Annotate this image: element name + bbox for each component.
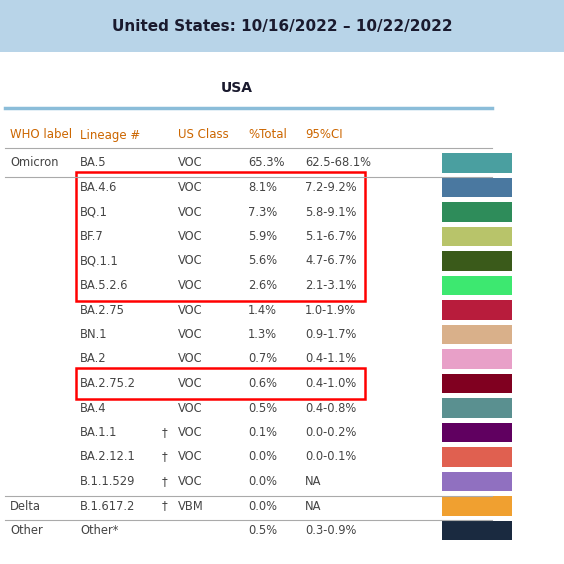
- Text: 65.3%: 65.3%: [248, 156, 284, 170]
- Bar: [442, 496, 512, 516]
- Text: BA.4.6: BA.4.6: [80, 181, 117, 194]
- Text: VOC: VOC: [178, 328, 202, 341]
- Text: 0.7%: 0.7%: [248, 352, 277, 365]
- Text: %Total: %Total: [248, 129, 287, 142]
- Text: VOC: VOC: [178, 156, 202, 170]
- Bar: [442, 447, 512, 467]
- Text: †: †: [162, 426, 168, 439]
- Text: 7.3%: 7.3%: [248, 205, 277, 218]
- Text: WHO label: WHO label: [10, 129, 72, 142]
- Text: VOC: VOC: [178, 377, 202, 390]
- Text: NA: NA: [305, 475, 321, 488]
- Bar: [442, 325, 512, 344]
- Text: VOC: VOC: [178, 205, 202, 218]
- Bar: [442, 227, 512, 246]
- Text: United States: 10/16/2022 – 10/22/2022: United States: 10/16/2022 – 10/22/2022: [112, 19, 452, 33]
- Text: BA.2.12.1: BA.2.12.1: [80, 451, 136, 464]
- Bar: [442, 398, 512, 418]
- Bar: [442, 374, 512, 393]
- Text: 0.5%: 0.5%: [248, 402, 277, 415]
- Text: USA: USA: [221, 81, 253, 95]
- Text: 0.0%: 0.0%: [248, 500, 277, 513]
- Text: BA.5.2.6: BA.5.2.6: [80, 279, 129, 292]
- Text: 0.5%: 0.5%: [248, 524, 277, 537]
- Text: 0.4-1.0%: 0.4-1.0%: [305, 377, 356, 390]
- Text: †: †: [162, 451, 168, 464]
- Bar: [0, 0, 564, 52]
- Text: 0.4-0.8%: 0.4-0.8%: [305, 402, 356, 415]
- Text: VOC: VOC: [178, 181, 202, 194]
- Text: B.1.1.529: B.1.1.529: [80, 475, 135, 488]
- Text: Delta: Delta: [10, 500, 41, 513]
- Bar: [442, 300, 512, 320]
- Text: 0.0%: 0.0%: [248, 475, 277, 488]
- Text: 0.9-1.7%: 0.9-1.7%: [305, 328, 356, 341]
- Text: 0.4-1.1%: 0.4-1.1%: [305, 352, 356, 365]
- Text: 62.5-68.1%: 62.5-68.1%: [305, 156, 371, 170]
- Text: VOC: VOC: [178, 475, 202, 488]
- Text: 0.0-0.2%: 0.0-0.2%: [305, 426, 356, 439]
- Text: VOC: VOC: [178, 352, 202, 365]
- Bar: [442, 349, 512, 369]
- Text: VBM: VBM: [178, 500, 204, 513]
- Text: BA.5: BA.5: [80, 156, 107, 170]
- Bar: [442, 521, 512, 540]
- Text: BA.2.75.2: BA.2.75.2: [80, 377, 136, 390]
- Text: 0.3-0.9%: 0.3-0.9%: [305, 524, 356, 537]
- Text: US Class: US Class: [178, 129, 229, 142]
- Text: 0.1%: 0.1%: [248, 426, 277, 439]
- Text: Lineage #: Lineage #: [80, 129, 140, 142]
- Text: BA.2.75: BA.2.75: [80, 303, 125, 316]
- Text: Other: Other: [10, 524, 43, 537]
- Text: 5.9%: 5.9%: [248, 230, 277, 243]
- Text: 5.1-6.7%: 5.1-6.7%: [305, 230, 356, 243]
- Text: 0.6%: 0.6%: [248, 377, 277, 390]
- Text: NA: NA: [305, 500, 321, 513]
- Text: 95%CI: 95%CI: [305, 129, 342, 142]
- Bar: [442, 178, 512, 197]
- Text: 0.0%: 0.0%: [248, 451, 277, 464]
- Bar: [442, 276, 512, 296]
- Text: VOC: VOC: [178, 303, 202, 316]
- Text: 7.2-9.2%: 7.2-9.2%: [305, 181, 356, 194]
- Text: †: †: [162, 475, 168, 488]
- Text: BQ.1.1: BQ.1.1: [80, 254, 119, 267]
- Text: †: †: [162, 500, 168, 513]
- Text: BA.2: BA.2: [80, 352, 107, 365]
- Text: Other*: Other*: [80, 524, 118, 537]
- Text: VOC: VOC: [178, 426, 202, 439]
- Text: 4.7-6.7%: 4.7-6.7%: [305, 254, 356, 267]
- Text: 2.6%: 2.6%: [248, 279, 277, 292]
- Text: BQ.1: BQ.1: [80, 205, 108, 218]
- Text: VOC: VOC: [178, 230, 202, 243]
- Bar: [442, 422, 512, 442]
- Text: Omicron: Omicron: [10, 156, 59, 170]
- Text: 1.0-1.9%: 1.0-1.9%: [305, 303, 356, 316]
- Text: BF.7: BF.7: [80, 230, 104, 243]
- Text: VOC: VOC: [178, 254, 202, 267]
- Text: VOC: VOC: [178, 451, 202, 464]
- Text: 5.6%: 5.6%: [248, 254, 277, 267]
- Text: 5.8-9.1%: 5.8-9.1%: [305, 205, 356, 218]
- Bar: [442, 251, 512, 271]
- Text: 2.1-3.1%: 2.1-3.1%: [305, 279, 356, 292]
- Text: B.1.617.2: B.1.617.2: [80, 500, 135, 513]
- Bar: [442, 472, 512, 491]
- Bar: [76, 368, 365, 399]
- Bar: [442, 153, 512, 173]
- Text: BA.1.1: BA.1.1: [80, 426, 117, 439]
- Text: 0.0-0.1%: 0.0-0.1%: [305, 451, 356, 464]
- Bar: [76, 172, 365, 301]
- Text: VOC: VOC: [178, 279, 202, 292]
- Text: BA.4: BA.4: [80, 402, 107, 415]
- Bar: [442, 202, 512, 222]
- Text: 8.1%: 8.1%: [248, 181, 277, 194]
- Text: BN.1: BN.1: [80, 328, 108, 341]
- Text: 1.3%: 1.3%: [248, 328, 277, 341]
- Text: VOC: VOC: [178, 402, 202, 415]
- Text: 1.4%: 1.4%: [248, 303, 277, 316]
